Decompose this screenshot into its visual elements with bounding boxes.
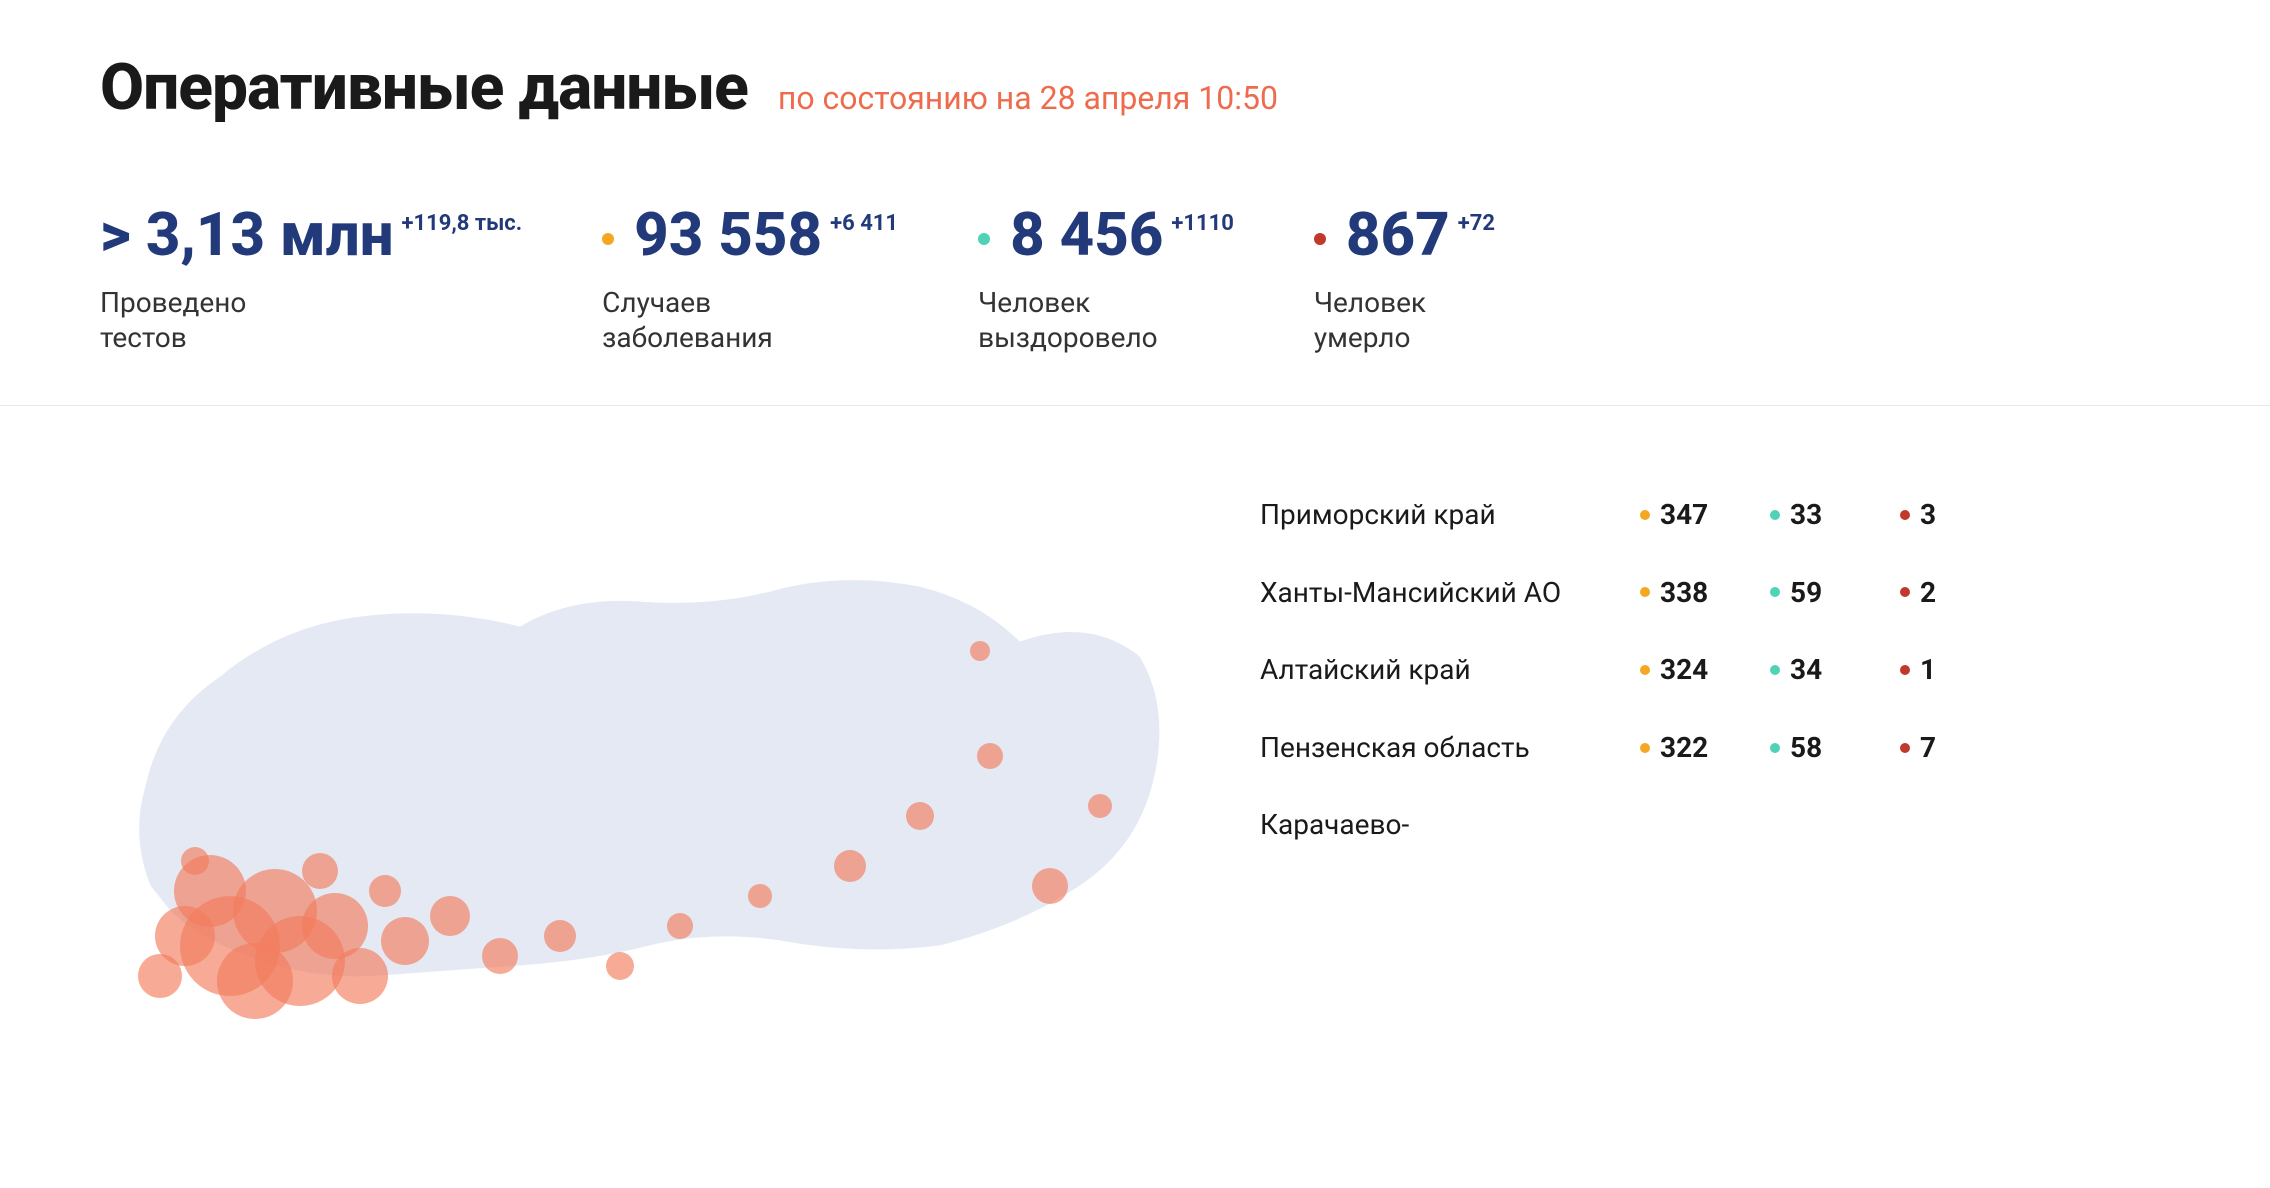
stat-deaths-label: Человекумерло (1314, 285, 1495, 355)
dot-recovered-icon (978, 233, 990, 245)
region-recovered: 33 (1770, 498, 1900, 531)
region-deaths-value: 3 (1920, 498, 1936, 531)
map-bubble[interactable] (217, 943, 293, 1019)
region-deaths: 1 (1900, 653, 2030, 686)
russia-map-svg (100, 456, 1200, 1056)
region-recovered-value: 58 (1790, 731, 1822, 764)
region-cases: 347 (1640, 498, 1770, 531)
region-cases: 322 (1640, 731, 1770, 764)
map-bubble[interactable] (834, 850, 866, 882)
region-cases-value: 324 (1660, 653, 1708, 686)
map-bubble[interactable] (302, 853, 338, 889)
region-list: Приморский край347333Ханты-Мансийский АО… (1260, 456, 2170, 1056)
divider (0, 405, 2270, 406)
deaths-dot-icon (1900, 665, 1910, 675)
region-recovered-value: 34 (1790, 653, 1822, 686)
dot-cases-icon (602, 233, 614, 245)
map-bubble[interactable] (1032, 868, 1068, 904)
map-bubble[interactable] (138, 954, 182, 998)
stat-cases-label: Случаевзаболевания (602, 285, 898, 355)
recovered-dot-icon (1770, 743, 1780, 753)
region-recovered: 34 (1770, 653, 1900, 686)
recovered-dot-icon (1770, 510, 1780, 520)
region-cases-value: 322 (1660, 731, 1708, 764)
stat-tests-label: Проведенотестов (100, 285, 522, 355)
map-bubble[interactable] (430, 896, 470, 936)
stat-cases-value: 93 558 (634, 205, 822, 265)
stat-cases-delta: +6 411 (830, 211, 898, 236)
map-bubble[interactable] (1088, 794, 1112, 818)
region-name: Приморский край (1260, 498, 1640, 532)
region-name: Карачаево- (1260, 808, 1640, 842)
stats-row: > 3,13 млн +119,8 тыс. Проведенотестов 9… (100, 205, 2170, 355)
recovered-dot-icon (1770, 587, 1780, 597)
region-row[interactable]: Алтайский край 324 34 1 (1260, 631, 2170, 709)
region-row[interactable]: Карачаево- (1260, 786, 2170, 864)
region-recovered-value: 59 (1790, 576, 1822, 609)
stat-deaths-delta: +72 (1458, 211, 1495, 236)
region-deaths: 3 (1900, 498, 2030, 531)
region-recovered: 59 (1770, 576, 1900, 609)
map-bubble[interactable] (606, 952, 634, 980)
region-cases-value: 338 (1660, 576, 1708, 609)
cases-dot-icon (1640, 510, 1650, 520)
region-cases: 338 (1640, 576, 1770, 609)
deaths-dot-icon (1900, 587, 1910, 597)
map-bubble[interactable] (748, 884, 772, 908)
timestamp-subtitle: по состоянию на 28 апреля 10:50 (778, 79, 1278, 117)
region-deaths-value: 1 (1920, 653, 1936, 686)
map-bubble[interactable] (332, 948, 388, 1004)
header: Оперативные данные по состоянию на 28 ап… (100, 50, 2170, 125)
map-bubble[interactable] (906, 802, 934, 830)
stat-cases: 93 558 +6 411 Случаевзаболевания (602, 205, 898, 355)
region-row[interactable]: Пензенская область 322 58 7 (1260, 709, 2170, 787)
region-cases: 324 (1640, 653, 1770, 686)
region-cases-value: 347 (1660, 498, 1708, 531)
cases-dot-icon (1640, 743, 1650, 753)
map-bubble[interactable] (977, 743, 1003, 769)
map[interactable] (100, 456, 1200, 1056)
region-name: Ханты-Мансийский АО (1260, 576, 1640, 610)
stat-deaths-value: 867 (1346, 205, 1450, 265)
map-bubble[interactable] (369, 875, 401, 907)
region-deaths: 2 (1900, 576, 2030, 609)
cases-dot-icon (1640, 665, 1650, 675)
region-deaths-value: 7 (1920, 731, 1936, 764)
region-name: Пензенская область (1260, 731, 1640, 765)
map-bubble[interactable] (181, 847, 209, 875)
region-recovered-value: 33 (1790, 498, 1822, 531)
cases-dot-icon (1640, 587, 1650, 597)
region-recovered: 58 (1770, 731, 1900, 764)
stat-deaths: 867 +72 Человекумерло (1314, 205, 1495, 355)
region-deaths-value: 2 (1920, 576, 1936, 609)
stat-recovered-value: 8 456 (1010, 205, 1163, 265)
map-bubble[interactable] (667, 913, 693, 939)
stat-tests-delta: +119,8 тыс. (402, 211, 523, 236)
page-title: Оперативные данные (100, 50, 748, 125)
stat-recovered: 8 456 +1110 Человеквыздоровело (978, 205, 1234, 355)
region-row[interactable]: Ханты-Мансийский АО 338 59 2 (1260, 554, 2170, 632)
map-bubble[interactable] (482, 938, 518, 974)
stat-tests: > 3,13 млн +119,8 тыс. Проведенотестов (100, 205, 522, 355)
region-name: Алтайский край (1260, 653, 1640, 687)
map-bubble[interactable] (381, 917, 429, 965)
stat-tests-value: > 3,13 млн (100, 205, 394, 265)
stat-recovered-delta: +1110 (1171, 211, 1233, 236)
map-bubble[interactable] (970, 641, 990, 661)
deaths-dot-icon (1900, 510, 1910, 520)
deaths-dot-icon (1900, 743, 1910, 753)
dot-deaths-icon (1314, 233, 1326, 245)
map-bubble[interactable] (544, 920, 576, 952)
region-row[interactable]: Приморский край347333 (1260, 476, 2170, 554)
region-deaths: 7 (1900, 731, 2030, 764)
stat-recovered-label: Человеквыздоровело (978, 285, 1234, 355)
recovered-dot-icon (1770, 665, 1780, 675)
